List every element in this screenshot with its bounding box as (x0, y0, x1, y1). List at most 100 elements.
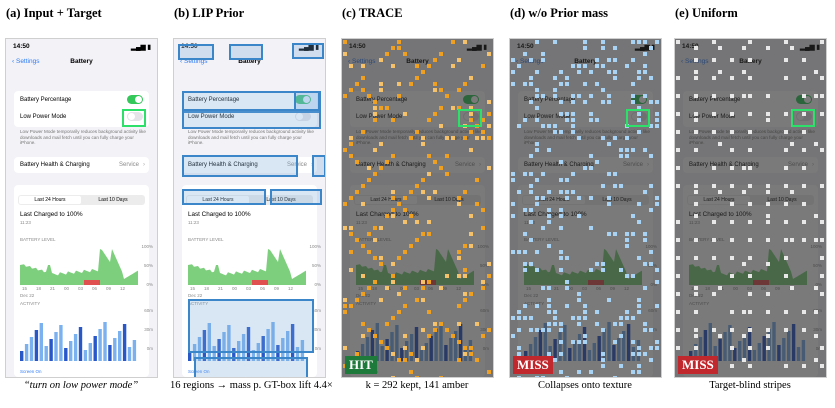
tab-last-10-days[interactable]: Last 10 Days (98, 197, 128, 203)
token-square (523, 232, 527, 236)
hour-tick-label: 03 (78, 286, 84, 291)
token-square (553, 322, 557, 326)
token-square (517, 352, 521, 356)
token-square (361, 88, 365, 92)
tab-last-24-hours[interactable]: Last 24 Hours (19, 196, 81, 204)
token-square (643, 94, 647, 98)
token-square (649, 358, 653, 362)
token-square (559, 208, 563, 212)
last-charged-time: 11:23 (20, 220, 31, 225)
token-square (694, 76, 698, 80)
hour-tick-label: 09 (274, 286, 280, 291)
tab-last-10-days[interactable]: Last 10 Days (266, 197, 296, 203)
low-power-mode-toggle[interactable] (295, 112, 311, 121)
activity-bar (44, 346, 48, 361)
token-square (766, 328, 770, 332)
token-square (397, 46, 401, 50)
token-square (742, 334, 746, 338)
token-square (748, 220, 752, 224)
activity-tick-label: 60m (144, 308, 153, 313)
low-power-mode-toggle[interactable] (127, 112, 143, 121)
token-square (541, 94, 545, 98)
low-power-note: Low Power Mode temporarily reduces backg… (20, 129, 146, 146)
token-square (694, 184, 698, 188)
token-square (583, 40, 587, 44)
token-square (601, 262, 605, 266)
token-square (589, 112, 593, 116)
token-square (397, 202, 401, 206)
token-square (457, 256, 461, 260)
prior-region-box (188, 299, 314, 353)
token-square (748, 328, 752, 332)
token-square (577, 136, 581, 140)
health-row[interactable]: Battery Health & Charging Service › (14, 157, 149, 173)
token-square (607, 58, 611, 62)
token-square (784, 148, 788, 152)
token-square (676, 130, 680, 134)
tab-last-24-hours[interactable]: Last 24 Hours (187, 196, 249, 204)
panel-caption: “turn on low power mode” (23, 380, 139, 391)
token-square (559, 100, 563, 104)
token-square (397, 310, 401, 314)
battery-percentage-toggle[interactable] (127, 95, 143, 104)
low-power-note: Low Power Mode temporarily reduces backg… (188, 129, 314, 146)
token-square (445, 136, 449, 140)
hour-tick-label: 00 (232, 286, 238, 291)
hour-tick-label: 12 (288, 286, 294, 291)
back-button[interactable]: ‹ Settings (12, 58, 40, 65)
token-square (535, 94, 539, 98)
token-square (748, 256, 752, 260)
time-range-segmented-control[interactable]: Last 24 Hours Last 10 Days (18, 195, 145, 205)
token-square (385, 106, 389, 110)
token-square (748, 310, 752, 314)
token-square (814, 142, 818, 146)
token-square (523, 52, 527, 56)
token-square (547, 124, 551, 128)
token-square (481, 136, 485, 140)
activity-bar (98, 329, 102, 361)
token-square (589, 226, 593, 230)
back-button[interactable]: ‹ Settings (180, 58, 208, 65)
token-square (415, 376, 419, 377)
token-square (790, 190, 794, 194)
token-square (481, 118, 485, 122)
token-square (427, 334, 431, 338)
status-bar: 14:50 ▂▄▆ ▮ (174, 39, 325, 53)
token-square (511, 202, 515, 206)
token-square (601, 328, 605, 332)
token-square (730, 328, 734, 332)
token-square (766, 184, 770, 188)
token-square (712, 220, 716, 224)
time-range-segmented-control[interactable]: Last 24 Hours Last 10 Days (186, 195, 313, 205)
token-square (637, 370, 641, 374)
token-square (553, 94, 557, 98)
token-square (433, 58, 437, 62)
token-square (559, 82, 563, 86)
token-square (421, 346, 425, 350)
panel-c: (c) TRACE 14:50 ▂▄▆ ▮ ‹ Settings Battery… (338, 0, 496, 408)
token-square (619, 334, 623, 338)
token-square (469, 244, 473, 248)
token-square (427, 196, 431, 200)
token-square (637, 220, 641, 224)
token-square (565, 76, 569, 80)
token-square (403, 346, 407, 350)
battery-percentage-toggle[interactable] (295, 95, 311, 104)
token-square (802, 94, 806, 98)
token-square (547, 304, 551, 308)
token-square (391, 118, 395, 122)
token-square (481, 130, 485, 134)
token-square (820, 112, 824, 116)
token-square (349, 154, 353, 158)
token-square (397, 358, 401, 362)
token-square (577, 214, 581, 218)
token-square (349, 250, 353, 254)
activity-chart (20, 322, 137, 361)
token-square (385, 322, 389, 326)
token-square (565, 178, 569, 182)
token-square (649, 184, 653, 188)
token-square (367, 232, 371, 236)
token-square (589, 166, 593, 170)
token-square (529, 238, 533, 242)
activity-bar (281, 338, 285, 361)
